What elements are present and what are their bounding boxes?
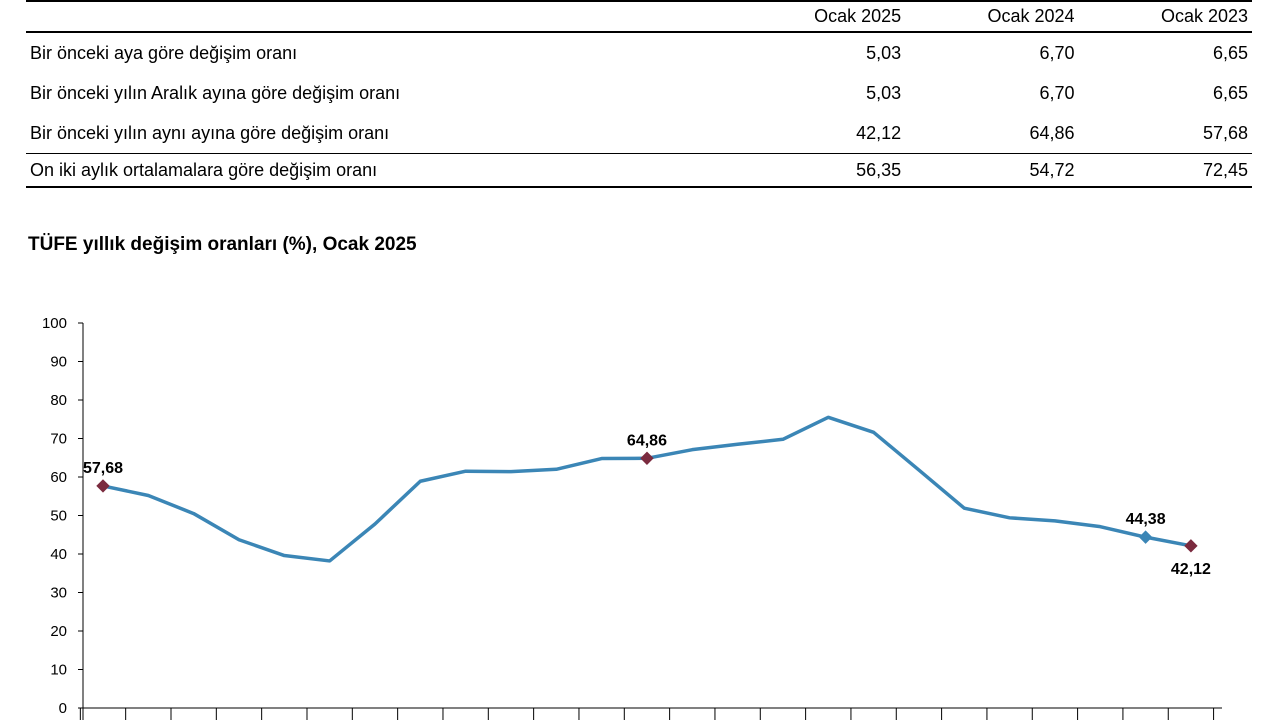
table-header-ocak-2025: Ocak 2025 <box>814 6 902 26</box>
row-label: Bir önceki aya göre değişim oranı <box>30 42 298 63</box>
row-label: On iki aylık ortalamalara göre değişim o… <box>30 159 378 180</box>
table-row: Bir önceki aya göre değişim oranı 5,03 6… <box>26 32 1252 73</box>
data-label: 42,12 <box>1171 561 1211 578</box>
row-value: 42,12 <box>856 122 902 143</box>
row-value: 56,35 <box>856 159 902 180</box>
y-tick-label: 60 <box>50 469 67 486</box>
y-tick-label: 20 <box>50 623 67 640</box>
row-value: 5,03 <box>866 82 902 103</box>
data-point-marker <box>1138 530 1153 544</box>
table-row: On iki aylık ortalamalara göre değişim o… <box>26 153 1252 187</box>
data-label: 64,86 <box>627 432 667 449</box>
y-tick-label: 90 <box>50 354 67 371</box>
y-tick-label: 50 <box>50 508 67 525</box>
stats-table: Ocak 2025 Ocak 2024 Ocak 2023 Bir önceki… <box>26 0 1252 188</box>
table-header-ocak-2024: Ocak 2024 <box>987 6 1075 26</box>
y-tick-label: 100 <box>42 315 67 332</box>
row-label: Bir önceki yılın Aralık ayına göre değiş… <box>30 82 401 103</box>
row-value: 54,72 <box>1029 159 1075 180</box>
y-tick-label: 0 <box>59 700 67 717</box>
y-tick-label: 10 <box>50 662 67 679</box>
data-point-marker <box>640 451 654 465</box>
data-point-marker <box>96 479 110 493</box>
table-header-ocak-2023: Ocak 2023 <box>1160 6 1248 26</box>
row-value: 6,70 <box>1039 82 1075 103</box>
table-row: Bir önceki yılın Aralık ayına göre değiş… <box>26 73 1252 113</box>
row-value: 64,86 <box>1029 122 1075 143</box>
row-value: 6,65 <box>1212 42 1248 63</box>
table-header-label <box>26 1 732 32</box>
row-label: Bir önceki yılın aynı ayına göre değişim… <box>30 122 390 143</box>
y-tick-label: 30 <box>50 585 67 602</box>
chart-title: TÜFE yıllık değişim oranları (%), Ocak 2… <box>28 234 417 255</box>
data-label: 57,68 <box>83 460 123 477</box>
row-value: 57,68 <box>1202 122 1248 143</box>
data-label: 44,38 <box>1126 511 1166 528</box>
table-header-row: Ocak 2025 Ocak 2024 Ocak 2023 <box>26 1 1252 32</box>
row-value: 6,65 <box>1212 82 1248 103</box>
row-value: 72,45 <box>1202 159 1248 180</box>
y-tick-label: 70 <box>50 431 67 448</box>
table-row: Bir önceki yılın aynı ayına göre değişim… <box>26 113 1252 154</box>
data-point-marker <box>1184 539 1198 553</box>
row-value: 6,70 <box>1039 42 1075 63</box>
line-chart: 0 10 20 30 40 50 60 70 80 90 100 57,68 64,86 44,38 42,… <box>42 315 1222 720</box>
y-tick-label: 80 <box>50 392 67 409</box>
row-value: 5,03 <box>866 42 902 63</box>
y-tick-label: 40 <box>50 546 67 563</box>
